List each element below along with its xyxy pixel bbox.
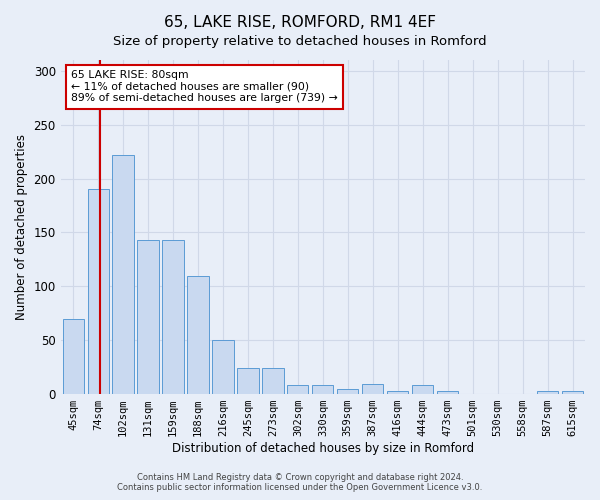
Text: 65 LAKE RISE: 80sqm
← 11% of detached houses are smaller (90)
89% of semi-detach: 65 LAKE RISE: 80sqm ← 11% of detached ho… xyxy=(71,70,338,103)
X-axis label: Distribution of detached houses by size in Romford: Distribution of detached houses by size … xyxy=(172,442,474,455)
Bar xyxy=(62,318,84,394)
Bar xyxy=(362,384,383,394)
Bar xyxy=(437,391,458,394)
Text: Size of property relative to detached houses in Romford: Size of property relative to detached ho… xyxy=(113,35,487,48)
Bar xyxy=(537,391,558,394)
Bar xyxy=(88,190,109,394)
Bar xyxy=(312,386,334,394)
Bar xyxy=(262,368,284,394)
Bar xyxy=(387,391,409,394)
Bar xyxy=(112,155,134,394)
Bar xyxy=(412,386,433,394)
Bar xyxy=(337,388,358,394)
Text: 65, LAKE RISE, ROMFORD, RM1 4EF: 65, LAKE RISE, ROMFORD, RM1 4EF xyxy=(164,15,436,30)
Bar xyxy=(287,386,308,394)
Text: Contains HM Land Registry data © Crown copyright and database right 2024.
Contai: Contains HM Land Registry data © Crown c… xyxy=(118,473,482,492)
Bar xyxy=(137,240,158,394)
Bar xyxy=(187,276,209,394)
Bar xyxy=(212,340,233,394)
Bar xyxy=(163,240,184,394)
Y-axis label: Number of detached properties: Number of detached properties xyxy=(15,134,28,320)
Bar xyxy=(238,368,259,394)
Bar xyxy=(562,391,583,394)
